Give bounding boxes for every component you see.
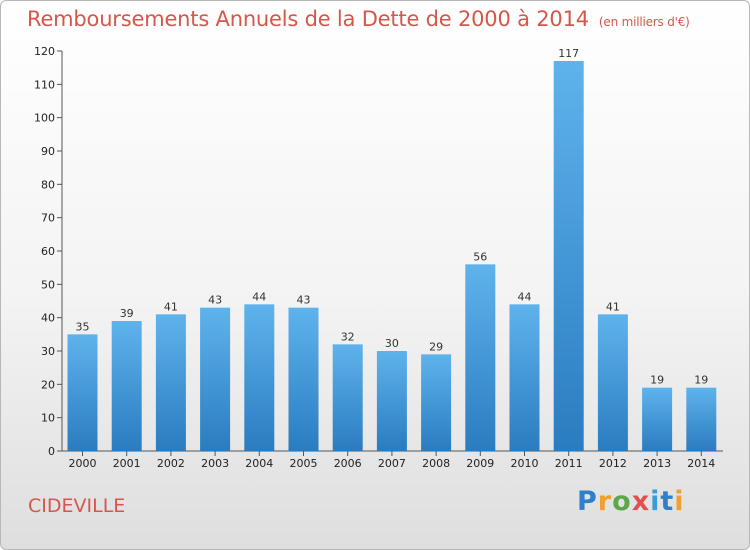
bar-2001 (111, 321, 142, 451)
chart-title-text: Remboursements Annuels de la Dette de 20… (27, 7, 589, 31)
bar-2013 (642, 387, 673, 451)
bar-2005 (288, 307, 319, 451)
value-label-2013: 19 (650, 374, 664, 387)
y-tick-label: 110 (34, 78, 55, 91)
logo-letter: r (597, 486, 613, 517)
proxiti-logo: Proxiti (577, 486, 685, 517)
x-tick-label-2008: 2008 (422, 457, 450, 470)
x-tick-label-2012: 2012 (599, 457, 627, 470)
y-tick-label: 10 (41, 412, 55, 425)
logo-letter: t (660, 486, 675, 517)
x-tick-label-2013: 2013 (643, 457, 671, 470)
bar-2009 (465, 264, 496, 451)
x-tick-label-2003: 2003 (201, 457, 229, 470)
y-tick-label: 90 (41, 145, 55, 158)
y-tick-label: 0 (48, 445, 55, 458)
x-tick-label-2001: 2001 (113, 457, 141, 470)
bar-2010 (509, 304, 540, 451)
y-tick-label: 80 (41, 178, 55, 191)
x-tick-label-2010: 2010 (511, 457, 539, 470)
y-tick-label: 20 (41, 378, 55, 391)
value-label-2009: 56 (473, 250, 487, 263)
bar-2002 (155, 314, 186, 451)
value-label-2000: 35 (76, 320, 90, 333)
y-tick-label: 70 (41, 212, 55, 225)
value-label-2003: 43 (208, 294, 222, 307)
logo-letter: o (612, 486, 632, 517)
y-tick-label: 50 (41, 278, 55, 291)
y-tick-label: 100 (34, 112, 55, 125)
bar-2007 (376, 351, 407, 451)
commune-name: CIDEVILLE (28, 495, 126, 517)
value-label-2011: 117 (558, 47, 579, 60)
value-label-2001: 39 (120, 307, 134, 320)
bar-2004 (244, 304, 275, 451)
value-label-2005: 43 (297, 294, 311, 307)
chart-unit: (en milliers d'€) (598, 15, 690, 29)
x-tick-label-2004: 2004 (245, 457, 273, 470)
value-label-2014: 19 (694, 374, 708, 387)
x-tick-label-2006: 2006 (334, 457, 362, 470)
x-tick-label-2002: 2002 (157, 457, 185, 470)
value-label-2012: 41 (606, 300, 620, 313)
value-label-2007: 30 (385, 337, 399, 350)
x-tick-label-2014: 2014 (687, 457, 715, 470)
logo-letter: i (650, 486, 661, 517)
x-tick-label-2007: 2007 (378, 457, 406, 470)
bar-2003 (200, 307, 231, 451)
x-tick-label-2011: 2011 (555, 457, 583, 470)
bar-2006 (332, 344, 363, 451)
y-tick-label: 60 (41, 245, 55, 258)
y-tick-label: 40 (41, 312, 55, 325)
logo-letter: x (631, 486, 651, 517)
x-tick-label-2005: 2005 (290, 457, 318, 470)
value-label-2006: 32 (341, 330, 355, 343)
bar-2000 (67, 334, 98, 451)
bar-2014 (686, 387, 717, 451)
value-label-2002: 41 (164, 300, 178, 313)
bar-2011 (553, 61, 584, 451)
value-label-2004: 44 (252, 290, 266, 303)
value-label-2008: 29 (429, 340, 443, 353)
y-tick-label: 30 (41, 345, 55, 358)
bar-2008 (421, 354, 452, 451)
bar-2012 (597, 314, 628, 451)
chart-title: Remboursements Annuels de la Dette de 20… (27, 7, 690, 31)
x-tick-label-2009: 2009 (466, 457, 494, 470)
value-label-2010: 44 (518, 290, 532, 303)
logo-letter: P (577, 486, 598, 517)
logo-letter: i (674, 486, 685, 517)
x-tick-label-2000: 2000 (69, 457, 97, 470)
y-tick-label: 120 (34, 45, 55, 58)
